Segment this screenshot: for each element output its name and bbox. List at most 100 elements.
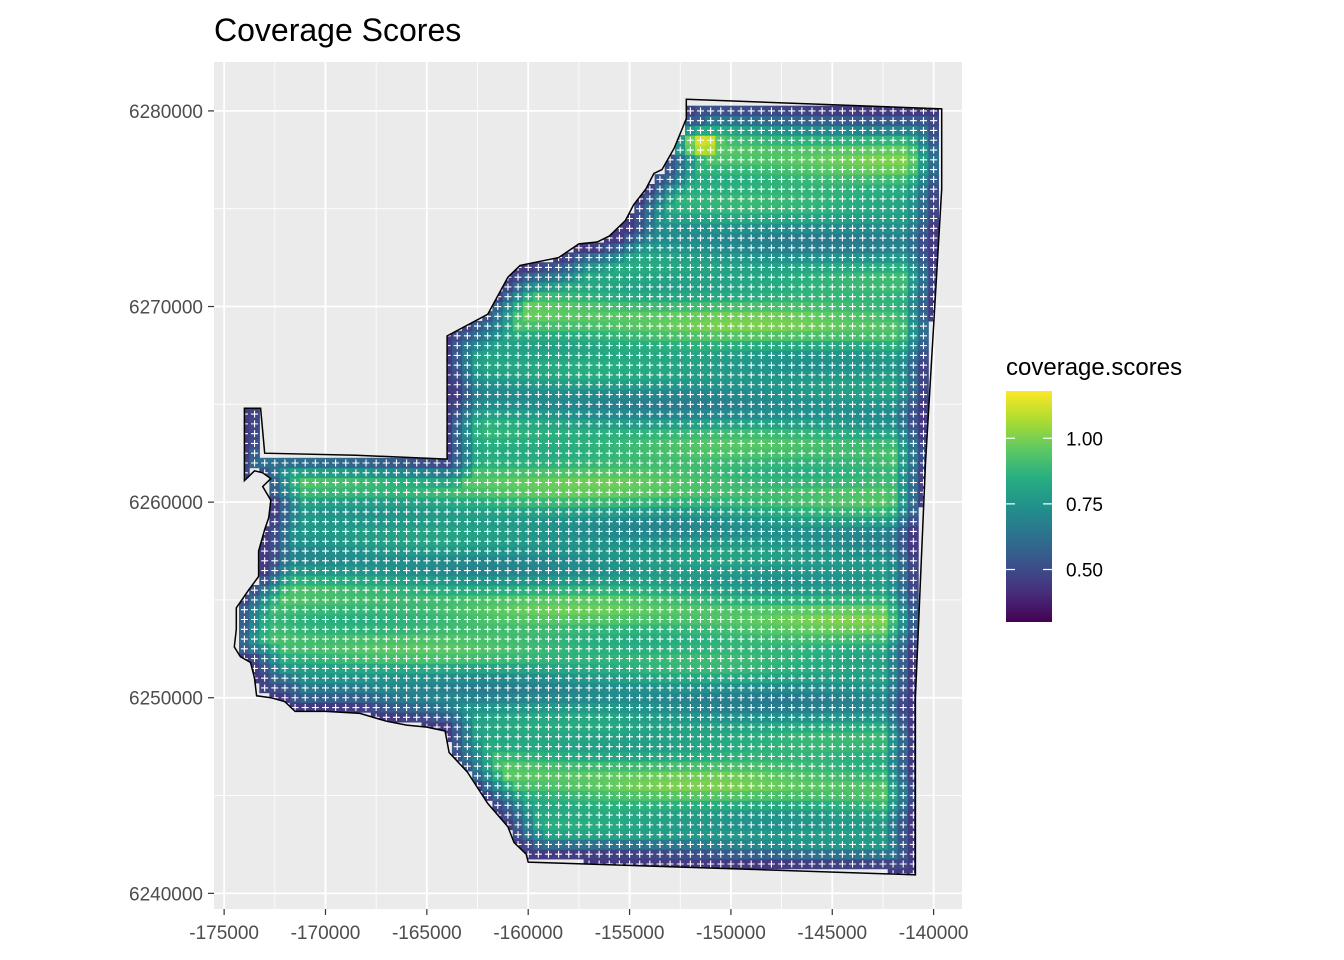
grid-point-marker (615, 713, 623, 721)
grid-point-marker (605, 801, 613, 809)
grid-point-marker (474, 743, 482, 751)
grid-point-marker (697, 850, 705, 858)
grid-point-marker (636, 743, 644, 751)
grid-point-marker (544, 743, 552, 751)
grid-point-marker (869, 743, 877, 751)
grid-point-marker (808, 772, 816, 780)
grid-point-marker (534, 704, 542, 712)
grid-point-marker (615, 723, 623, 731)
grid-point-marker (849, 772, 857, 780)
grid-point-marker (575, 801, 583, 809)
grid-point-marker (899, 860, 907, 868)
grid-point-marker (484, 704, 492, 712)
grid-point-marker (626, 850, 634, 858)
grid-point-marker (565, 713, 573, 721)
grid-point-marker (666, 821, 674, 829)
grid-point-marker (656, 733, 664, 741)
grid-point-marker (524, 752, 532, 760)
grid-point-marker (504, 733, 512, 741)
grid-point-marker (717, 860, 725, 868)
grid-point-marker (575, 811, 583, 819)
grid-point-marker (767, 860, 775, 868)
grid-point-marker (615, 733, 623, 741)
grid-point-marker (484, 792, 492, 800)
grid-point-marker (879, 713, 887, 721)
grid-point-marker (697, 772, 705, 780)
grid-point-marker (727, 831, 735, 839)
grid-point-marker (474, 772, 482, 780)
grid-point-marker (879, 723, 887, 731)
grid-point-marker (869, 792, 877, 800)
coverage-cells (239, 105, 939, 875)
grid-point-marker (798, 782, 806, 790)
grid-point-marker (859, 831, 867, 839)
grid-point-marker (484, 723, 492, 731)
grid-point-marker (697, 762, 705, 770)
grid-point-marker (859, 723, 867, 731)
grid-point-marker (869, 782, 877, 790)
grid-point-marker (757, 723, 765, 731)
grid-point-marker (849, 860, 857, 868)
grid-point-marker (798, 713, 806, 721)
grid-point-marker (524, 801, 532, 809)
grid-point-marker (484, 752, 492, 760)
grid-point-marker (818, 733, 826, 741)
grid-point-marker (565, 752, 573, 760)
chart-title: Coverage Scores (214, 12, 461, 48)
grid-point-marker (534, 743, 542, 751)
grid-point-marker (798, 772, 806, 780)
grid-point-marker (524, 713, 532, 721)
grid-point-marker (849, 821, 857, 829)
grid-point-marker (717, 772, 725, 780)
grid-point-marker (859, 733, 867, 741)
grid-point-marker (504, 772, 512, 780)
grid-point-marker (443, 704, 451, 712)
grid-point-marker (737, 772, 745, 780)
grid-point-marker (899, 801, 907, 809)
grid-point-marker (889, 840, 897, 848)
grid-point-marker (849, 840, 857, 848)
grid-point-marker (889, 801, 897, 809)
grid-point-marker (524, 733, 532, 741)
grid-point-marker (899, 733, 907, 741)
grid-point-marker (889, 792, 897, 800)
grid-point-marker (565, 831, 573, 839)
grid-point-marker (595, 704, 603, 712)
grid-point-marker (656, 743, 664, 751)
grid-point-marker (889, 831, 897, 839)
grid-point-marker (778, 821, 786, 829)
grid-point-marker (534, 840, 542, 848)
grid-point-marker (747, 821, 755, 829)
grid-point-marker (869, 821, 877, 829)
grid-point-marker (697, 801, 705, 809)
grid-point-marker (626, 713, 634, 721)
grid-point-marker (778, 811, 786, 819)
grid-point-marker (666, 801, 674, 809)
grid-point-marker (585, 772, 593, 780)
grid-point-marker (615, 792, 623, 800)
grid-point-marker (494, 704, 502, 712)
grid-point-marker (767, 723, 775, 731)
grid-point-marker (474, 733, 482, 741)
grid-point-marker (798, 723, 806, 731)
grid-point-marker (626, 743, 634, 751)
grid-point-marker (686, 713, 694, 721)
grid-point-marker (849, 752, 857, 760)
grid-point-marker (595, 801, 603, 809)
grid-point-marker (534, 792, 542, 800)
grid-point-marker (879, 850, 887, 858)
grid-point-marker (585, 792, 593, 800)
grid-point-marker (717, 811, 725, 819)
grid-point-marker (575, 733, 583, 741)
grid-point-marker (686, 821, 694, 829)
grid-point-marker (504, 752, 512, 760)
grid-point-marker (403, 713, 411, 721)
grid-point-marker (767, 840, 775, 848)
grid-point-marker (707, 752, 715, 760)
grid-point-marker (879, 860, 887, 868)
grid-point-marker (778, 723, 786, 731)
grid-point-marker (757, 743, 765, 751)
grid-point-marker (889, 782, 897, 790)
grid-point-marker (788, 772, 796, 780)
